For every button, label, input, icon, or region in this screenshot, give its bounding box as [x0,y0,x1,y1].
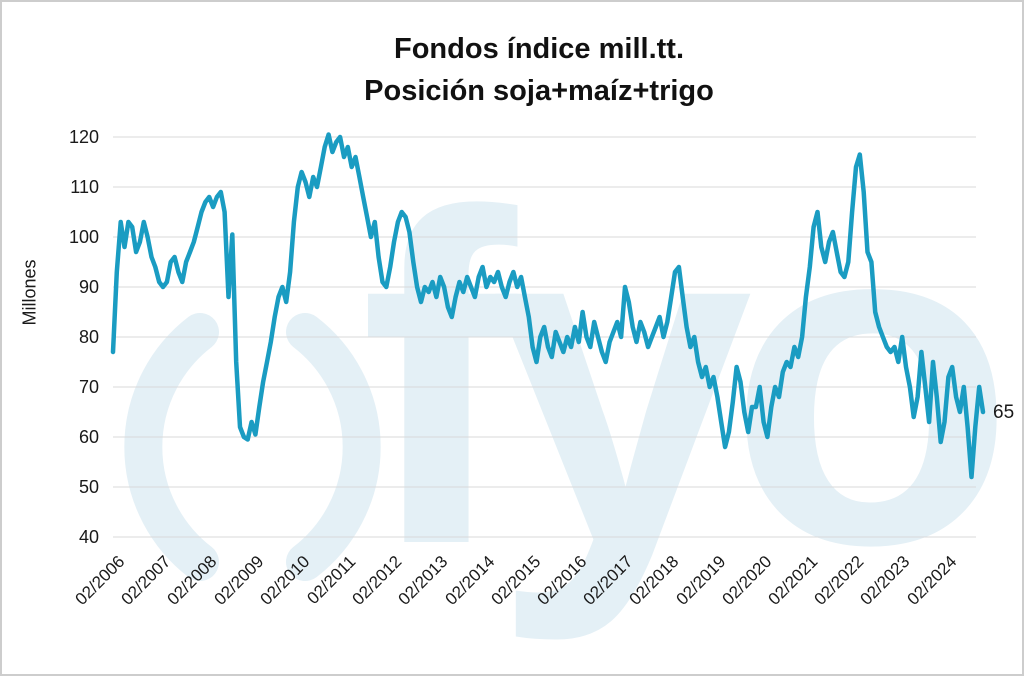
y-tick-label-50: 50 [78,477,99,497]
y-tick-label-90: 90 [78,277,99,297]
data-series-line [110,132,986,480]
chart-title-line1: Fondos índice mill.tt. [394,33,684,65]
last-value-label: 65 [993,402,1015,423]
chart-title: Fondos índice mill.tt. Posición soja+maí… [2,28,1022,112]
watermark-close-paren [286,313,381,581]
y-tick-label-110: 110 [70,177,99,197]
y-tick-label-120: 120 [68,127,99,147]
y-tick-label-100: 100 [68,227,99,247]
watermark-open-paren [124,313,219,581]
series-polyline [110,132,986,480]
fyo-watermark: fyo [124,117,1022,645]
y-tick-label-60: 60 [78,427,99,447]
y-tick-label-70: 70 [78,377,99,397]
watermark-fyo-text: fyo [360,117,1000,645]
chart-title-line2: Posición soja+maíz+trigo [364,75,714,107]
y-tick-label-40: 40 [78,527,99,547]
y-tick-label-80: 80 [78,327,99,347]
